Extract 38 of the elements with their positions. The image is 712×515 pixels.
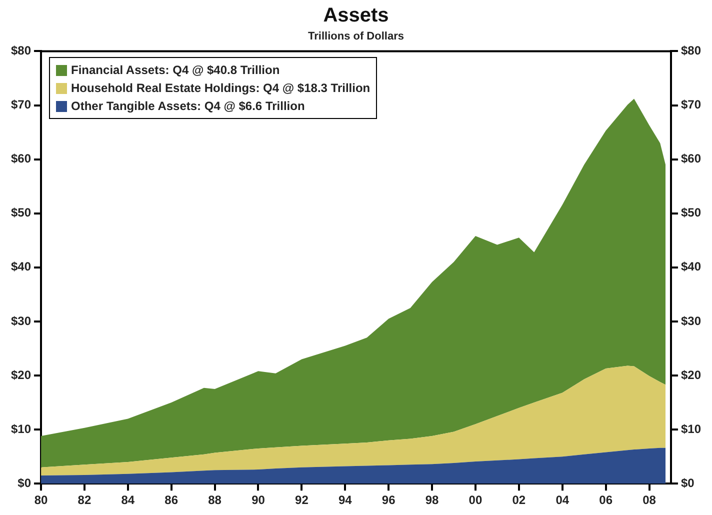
y-tick-label: $20 [10,368,32,382]
chart-subtitle: Trillions of Dollars [308,30,404,43]
legend-label: Household Real Estate Holdings: Q4 @ $18.3 Trillion [71,81,370,96]
x-tick-label: 04 [556,493,570,508]
x-tick-label: 00 [468,493,482,508]
x-tick-label: 94 [338,493,352,508]
y-tick-label: $0 [18,476,32,490]
x-tick-label: 84 [121,493,135,508]
y-tick-label: $40 [10,260,32,274]
y2-tick-label: $30 [680,314,702,328]
x-tick-label: 98 [425,493,440,508]
y2-tick-label: $0 [680,476,695,490]
y-tick-label: $30 [10,314,32,328]
chart-title: Assets [323,4,389,27]
y2-tick-label: $10 [680,422,702,436]
x-tick-label: 88 [208,493,222,508]
y2-tick-label: $50 [680,206,702,220]
y-tick-label: $10 [10,422,32,436]
x-tick-label: 92 [295,493,309,508]
x-tick-label: 06 [599,493,613,508]
x-tick-label: 86 [164,493,178,508]
y-tick-label: $50 [10,206,32,220]
x-tick-label: 80 [34,493,48,508]
y2-tick-label: $80 [680,44,702,58]
y-tick-label: $60 [10,152,32,166]
x-tick-label: 82 [78,493,92,508]
x-tick-label: 02 [512,493,526,508]
x-tick-label: 90 [252,493,266,508]
legend-label: Other Tangible Assets: Q4 @ $6.6 Trillion [71,99,305,114]
y2-tick-label: $60 [680,152,702,166]
y-tick-label: $80 [10,44,32,58]
y-tick-label: $70 [10,98,32,112]
y2-tick-label: $70 [680,98,702,112]
x-tick-label: 08 [642,493,656,508]
x-tick-label: 96 [382,493,396,508]
y2-tick-label: $20 [680,368,702,382]
y2-tick-label: $40 [680,260,702,274]
legend-label: Financial Assets: Q4 @ $40.8 Trillion [71,63,280,78]
